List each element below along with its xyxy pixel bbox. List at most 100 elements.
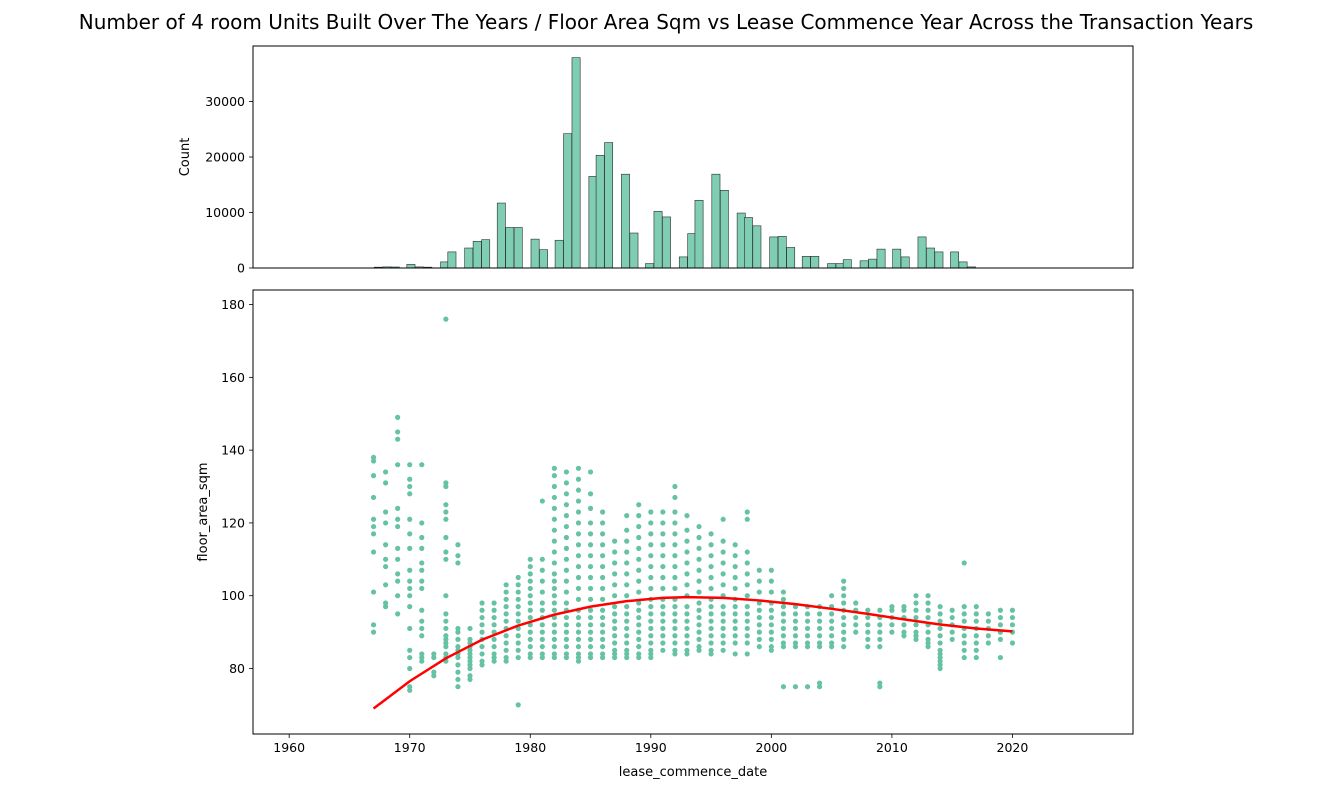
scatter-point — [660, 618, 666, 624]
scatter-point — [563, 534, 570, 541]
scatter-point — [575, 651, 582, 657]
scatter-point — [575, 574, 582, 581]
scatter-point — [708, 633, 714, 639]
scatter-point — [599, 553, 606, 559]
scatter-point — [527, 614, 533, 621]
scatter-point — [551, 505, 557, 511]
scatter-point — [696, 614, 702, 621]
scatter-point — [624, 654, 630, 661]
scatter-point — [636, 644, 642, 650]
scatter-point — [527, 654, 533, 661]
scatter-point — [648, 618, 654, 624]
scatter-point — [636, 556, 642, 562]
scatter-point — [672, 531, 678, 537]
scatter-point — [756, 578, 762, 584]
scatter-point — [732, 625, 738, 632]
scatter-point — [804, 640, 811, 646]
scatter-point — [901, 633, 907, 639]
histogram-y-tick-label: 0 — [237, 261, 245, 276]
scatter-point — [587, 607, 594, 613]
scatter-point — [925, 640, 931, 646]
scatter-point — [575, 636, 582, 642]
scatter-point — [491, 600, 497, 606]
scatter-point — [503, 604, 509, 610]
scatter-point — [407, 647, 413, 653]
scatter-point — [925, 593, 931, 599]
scatter-point — [708, 553, 714, 559]
scatter-point — [491, 636, 497, 642]
scatter-point — [599, 651, 606, 657]
scatter-point — [684, 582, 690, 588]
scatter-point — [708, 563, 714, 570]
scatter-point — [780, 640, 787, 646]
scatter-point — [587, 531, 594, 537]
histogram-bar — [892, 248, 902, 269]
histogram-y-tick-label: 10000 — [205, 205, 245, 220]
scatter-point — [563, 654, 570, 661]
scatter-point — [395, 545, 401, 551]
scatter-point — [527, 571, 533, 577]
scatter-point — [527, 651, 533, 657]
scatter-point — [551, 578, 557, 584]
scatter-point — [395, 505, 401, 511]
scatter-point — [624, 582, 630, 588]
scatter-point — [889, 604, 895, 610]
scatter-point — [370, 516, 377, 522]
histogram-bar — [563, 133, 573, 269]
scatter-point — [768, 636, 774, 642]
scatter-point — [708, 640, 714, 646]
scatter-point — [612, 549, 618, 555]
scatter-point — [672, 520, 678, 526]
histogram-bar — [868, 258, 878, 269]
scatter-point — [539, 498, 545, 504]
scatter-point — [539, 556, 545, 562]
scatter-point — [901, 629, 907, 635]
scatter-point — [395, 436, 401, 442]
scatter-point — [672, 618, 678, 624]
scatter-point — [479, 629, 485, 635]
scatter-point — [491, 644, 497, 650]
scatter-point — [395, 593, 401, 599]
scatter-point — [973, 647, 979, 653]
scatter-point — [383, 509, 389, 515]
scatter-point — [527, 636, 533, 642]
scatter-point — [648, 574, 654, 581]
scatter-point — [575, 465, 582, 471]
scatter-point — [684, 604, 690, 610]
scatter-point — [443, 593, 449, 599]
histogram-panel: 0 10000 20000 30000 Count — [178, 45, 1134, 276]
histogram-bar — [719, 190, 729, 269]
scatter-point — [383, 556, 389, 562]
histogram-bar — [934, 251, 944, 269]
scatter-point — [455, 629, 461, 635]
scatter-point — [696, 647, 702, 653]
scatter-point — [985, 611, 991, 617]
scatter-point — [419, 633, 425, 639]
scatter-point — [804, 618, 811, 624]
scatter-point — [587, 553, 594, 559]
scatter-point — [660, 611, 666, 617]
scatter-point — [624, 513, 630, 519]
histogram-y-tick-label: 30000 — [205, 94, 245, 109]
scatter-point — [370, 473, 377, 479]
scatter-point — [539, 600, 545, 606]
scatter-point — [503, 647, 509, 653]
scatter-point — [419, 651, 425, 657]
scatter-point — [515, 589, 521, 595]
scatter-point — [443, 556, 449, 562]
histogram-bar — [621, 173, 630, 269]
scatter-point — [636, 502, 642, 508]
scatter-point — [708, 531, 714, 537]
scatter-point — [515, 654, 521, 661]
scatter-point — [551, 494, 557, 501]
scatter-point — [575, 487, 582, 493]
scatter-point — [527, 563, 533, 570]
scatter-point — [961, 654, 967, 661]
scatter-point — [636, 629, 642, 635]
scatter-point — [624, 560, 630, 566]
scatter-point — [612, 593, 618, 599]
scatter-point — [720, 560, 726, 566]
scatter-point — [937, 625, 943, 632]
scatter-point — [443, 633, 449, 639]
scatter-point — [612, 571, 618, 577]
